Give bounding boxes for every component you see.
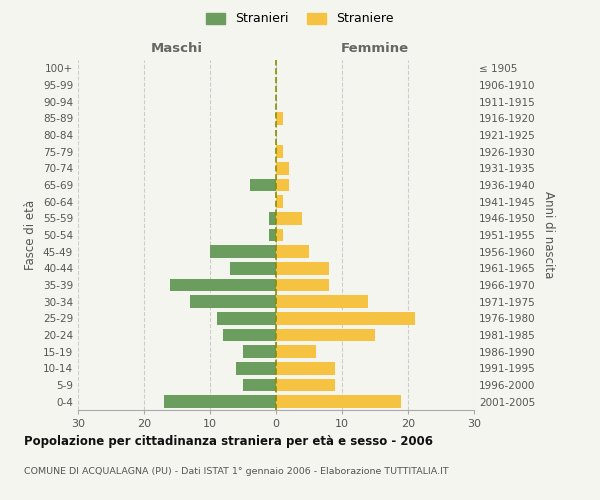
Bar: [243, 346, 276, 358]
Bar: [236, 362, 276, 374]
Bar: [276, 196, 283, 208]
Bar: [276, 329, 375, 341]
Bar: [276, 146, 283, 158]
Bar: [269, 212, 276, 224]
Bar: [276, 212, 302, 224]
Bar: [276, 162, 289, 174]
Text: Femmine: Femmine: [341, 42, 409, 55]
Text: COMUNE DI ACQUALAGNA (PU) - Dati ISTAT 1° gennaio 2006 - Elaborazione TUTTITALIA: COMUNE DI ACQUALAGNA (PU) - Dati ISTAT 1…: [24, 468, 449, 476]
Bar: [276, 179, 289, 192]
Bar: [223, 329, 276, 341]
Bar: [190, 296, 276, 308]
Bar: [276, 229, 283, 241]
Bar: [276, 346, 316, 358]
Bar: [276, 296, 368, 308]
Bar: [170, 279, 276, 291]
Bar: [217, 312, 276, 324]
Bar: [230, 262, 276, 274]
Text: Maschi: Maschi: [151, 42, 203, 55]
Bar: [269, 229, 276, 241]
Text: Popolazione per cittadinanza straniera per età e sesso - 2006: Popolazione per cittadinanza straniera p…: [24, 435, 433, 448]
Bar: [250, 179, 276, 192]
Bar: [276, 362, 335, 374]
Bar: [276, 112, 283, 124]
Bar: [276, 279, 329, 291]
Bar: [276, 262, 329, 274]
Bar: [276, 379, 335, 391]
Bar: [276, 246, 309, 258]
Bar: [276, 396, 401, 408]
Bar: [276, 312, 415, 324]
Bar: [243, 379, 276, 391]
Legend: Stranieri, Straniere: Stranieri, Straniere: [203, 8, 397, 29]
Y-axis label: Anni di nascita: Anni di nascita: [542, 192, 555, 278]
Bar: [164, 396, 276, 408]
Y-axis label: Fasce di età: Fasce di età: [25, 200, 37, 270]
Bar: [210, 246, 276, 258]
